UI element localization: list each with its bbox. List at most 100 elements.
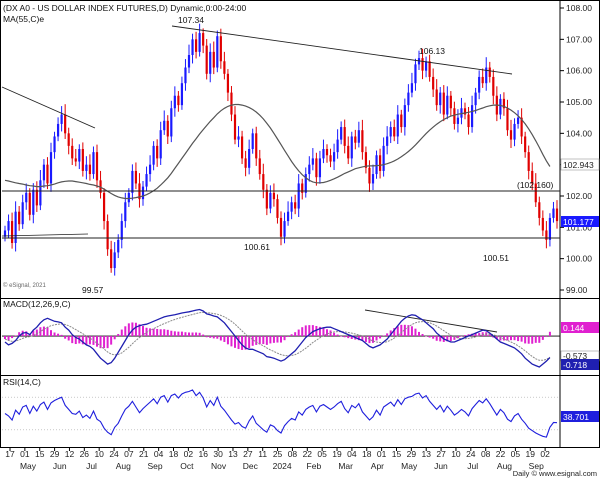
macd-hist-bar <box>290 334 293 337</box>
x-month-label: Feb <box>307 461 322 471</box>
price-candle <box>531 170 534 184</box>
trendline-left <box>1 86 96 129</box>
macd-hist-bar <box>280 336 282 343</box>
price-candle <box>209 51 212 74</box>
macd-hist-bar <box>499 336 502 341</box>
price-candle <box>368 167 371 184</box>
macd-hist-bar <box>258 336 261 345</box>
x-tick-label: 02 <box>184 449 194 459</box>
ma-55-line <box>4 103 551 200</box>
price-candle <box>265 189 268 209</box>
macd-hist-bar <box>64 336 67 339</box>
footer-text: Daily © www.esignal.com <box>513 469 597 478</box>
price-candle <box>449 95 452 109</box>
macd-hist-bar <box>449 336 452 342</box>
copyright-text: © eSignal, 2021 <box>3 282 46 289</box>
price-candle <box>286 211 290 222</box>
price-candle <box>364 152 368 168</box>
price-candle <box>18 211 21 225</box>
price-candle <box>410 83 414 93</box>
macd-hist-bar <box>212 336 215 339</box>
price-candle <box>21 202 24 225</box>
macd-hist-bar <box>198 332 201 337</box>
price-y-tick-label: 105.00 <box>566 97 592 107</box>
x-tick-label: 22 <box>303 449 313 459</box>
price-annotation: 99.57 <box>82 285 104 295</box>
macd-hist-bar <box>32 330 35 337</box>
price-value-label: 101.177 <box>563 217 594 227</box>
x-month-label: Dec <box>243 461 259 471</box>
x-tick-label: 04 <box>347 449 357 459</box>
x-tick-label: 24 <box>466 449 476 459</box>
macd-hist-bar <box>18 332 21 337</box>
x-tick-label: 13 <box>421 449 431 459</box>
price-candle <box>343 127 346 146</box>
macd-hist-bar <box>428 336 431 338</box>
price-candle <box>428 61 431 77</box>
price-candle <box>470 105 474 128</box>
price-candle <box>102 192 106 222</box>
macd-hist-bar <box>524 336 527 344</box>
price-candle <box>124 202 127 222</box>
price-candle <box>509 130 513 140</box>
price-candle <box>42 164 46 181</box>
price-candle <box>113 252 116 269</box>
price-candle <box>205 45 208 74</box>
x-month-label: Jun <box>53 461 67 471</box>
macd-hist-bar <box>99 336 102 349</box>
macd-hist-bar <box>7 336 10 341</box>
macd-hist-bar <box>520 336 523 342</box>
macd-hist-bar <box>495 336 498 339</box>
macd-hist-bar <box>262 336 265 345</box>
x-tick-label: 15 <box>35 449 45 459</box>
macd-hist-bar <box>11 336 14 339</box>
price-candle <box>3 230 7 237</box>
pane-frame-2 <box>0 375 600 448</box>
x-tick-label: 15 <box>392 449 402 459</box>
x-month-label: Sep <box>147 461 162 471</box>
price-candle <box>400 114 403 128</box>
price-candle <box>170 108 173 137</box>
macd-hist-bar <box>127 323 130 337</box>
price-candle <box>555 208 559 222</box>
price-candle <box>10 221 14 243</box>
price-candle <box>127 192 130 203</box>
price-candle <box>283 221 286 237</box>
macd-hist-bar <box>124 326 127 337</box>
price-candle <box>378 155 382 171</box>
price-candle <box>467 114 470 128</box>
price-candle <box>159 130 162 159</box>
x-tick-label: 27 <box>436 449 446 459</box>
price-candle <box>32 189 35 215</box>
macd-hist-bar <box>134 322 137 337</box>
macd-hist-bar <box>57 333 60 337</box>
price-candle <box>322 149 325 159</box>
price-candle <box>202 33 205 46</box>
price-candle <box>184 67 187 84</box>
macd-hist-bar <box>545 336 548 337</box>
price-candle <box>276 199 279 218</box>
price-candle <box>336 139 339 153</box>
macd-hist-bar <box>456 336 459 339</box>
price-candle <box>414 64 417 84</box>
price-candle <box>166 120 169 137</box>
x-tick-label: 05 <box>317 449 327 459</box>
macd-hist-bar <box>173 331 176 337</box>
price-candle <box>216 36 219 68</box>
macd-hist-bar <box>410 326 413 337</box>
macd-hist-bar <box>322 328 325 337</box>
price-candle <box>311 158 314 165</box>
rsi-legend: RSI(14,C) <box>3 377 41 387</box>
price-candle <box>389 127 392 137</box>
x-tick-label: 05 <box>511 449 521 459</box>
price-candle <box>237 136 240 140</box>
price-candle <box>332 152 336 162</box>
macd-hist-bar <box>184 332 187 337</box>
price-candle <box>329 155 332 162</box>
macd-hist-bar <box>50 330 52 337</box>
price-candle <box>14 211 17 243</box>
x-month-label: Oct <box>180 461 194 471</box>
price-candle <box>67 133 70 146</box>
price-candle <box>460 108 463 118</box>
